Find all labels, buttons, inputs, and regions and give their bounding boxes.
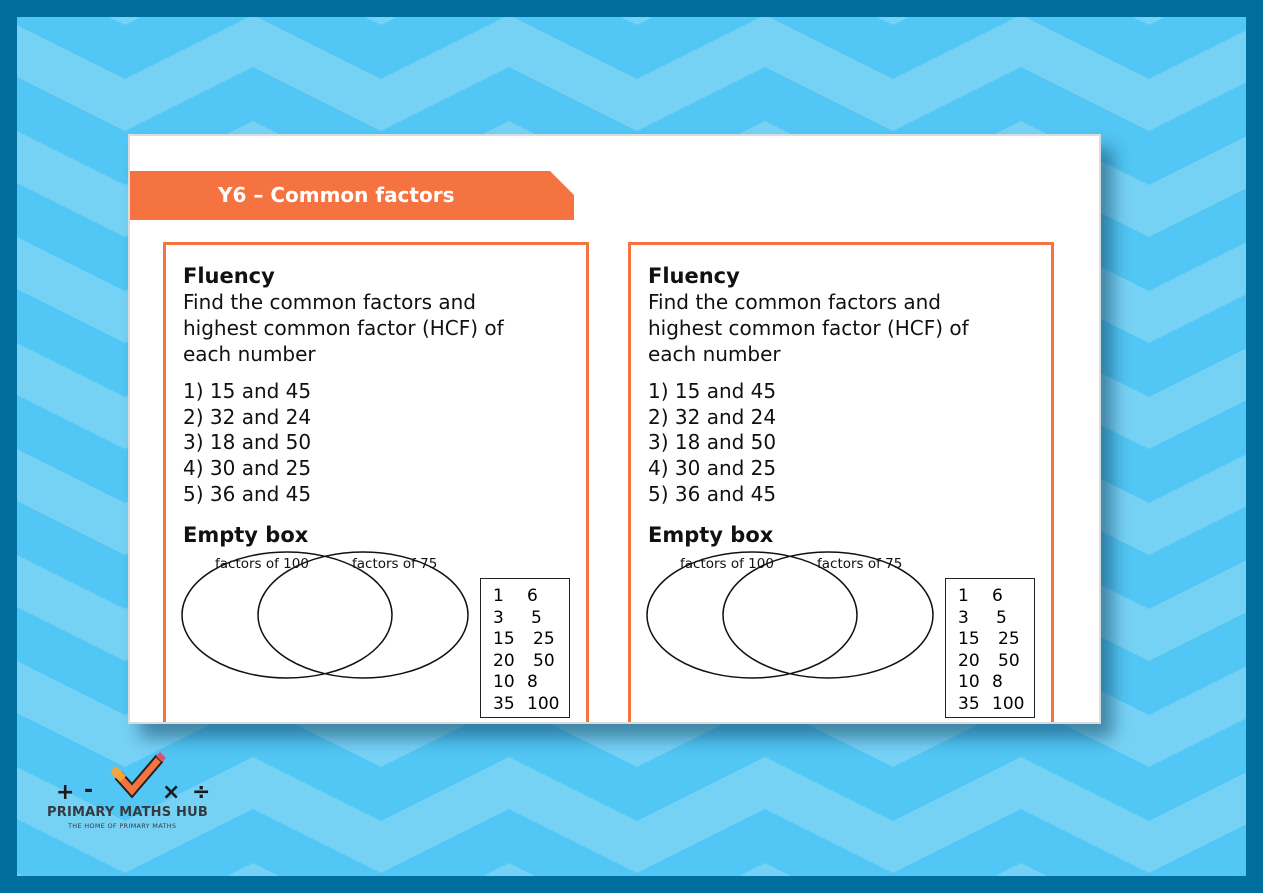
number: 6: [527, 586, 538, 606]
instruction-line: Find the common factors and: [648, 290, 941, 314]
number: 100: [992, 693, 1025, 714]
number: 20: [493, 650, 515, 671]
question-item: 4) 30 and 25: [648, 456, 777, 481]
number: 3: [493, 607, 504, 628]
number: 8: [527, 672, 538, 692]
question-item: 5) 36 and 45: [648, 481, 777, 506]
number: 10: [493, 672, 515, 692]
venn-label-left: factors of 100: [215, 556, 309, 572]
instruction-line: Find the common factors and: [183, 290, 476, 314]
card-heading: Fluency: [648, 264, 740, 288]
number: 35: [493, 693, 515, 714]
number: 10: [958, 672, 980, 692]
number: 3: [958, 607, 969, 628]
question-card-right: Fluency Find the common factors and high…: [628, 242, 1054, 722]
minus-icon: -: [84, 778, 93, 803]
venn-diagram: [646, 551, 934, 679]
instruction-line: each number: [183, 342, 316, 366]
question-item: 3) 18 and 50: [648, 430, 777, 455]
number: 50: [998, 650, 1020, 671]
number: 25: [998, 629, 1020, 649]
worksheet-title: Y6 – Common factors: [130, 171, 574, 220]
divide-icon: ÷: [192, 780, 210, 805]
pencil-check-icon: [110, 752, 166, 799]
number: 100: [527, 693, 560, 714]
number: 15: [493, 629, 515, 649]
number: 50: [533, 650, 555, 671]
question-item: 1) 15 and 45: [648, 379, 777, 403]
question-item: 5) 36 and 45: [183, 481, 312, 506]
number: 8: [992, 672, 1003, 692]
number: 1: [958, 586, 969, 606]
primary-maths-hub-logo: + - × ÷: [56, 752, 210, 805]
number: 1: [493, 586, 504, 606]
logo-tagline: THE HOME OF PRIMARY MATHS: [68, 822, 177, 830]
number: 5: [996, 607, 1007, 628]
number: 20: [958, 650, 980, 671]
question-item: 4) 30 and 25: [183, 456, 312, 481]
question-item: 1) 15 and 45: [183, 379, 312, 403]
number: 15: [958, 629, 980, 649]
question-card-left: Fluency Find the common factors and high…: [163, 242, 589, 722]
number: 5: [531, 607, 542, 628]
question-item: 2) 32 and 24: [183, 404, 312, 429]
section-heading: Empty box: [183, 522, 309, 547]
instruction-line: highest common factor (HCF) of: [183, 316, 504, 340]
logo-title: PRIMARY MATHS HUB: [47, 805, 208, 820]
number: 6: [992, 586, 1003, 606]
venn-diagram: [181, 551, 469, 679]
plus-icon: +: [56, 780, 74, 805]
card-heading: Fluency: [183, 264, 275, 288]
question-item: 2) 32 and 24: [648, 404, 777, 429]
section-heading: Empty box: [648, 522, 774, 547]
venn-label-left: factors of 100: [680, 556, 774, 572]
multiply-icon: ×: [162, 780, 180, 805]
worksheet-preview: Y6 – Common factors Fluency Find the com…: [128, 134, 1101, 724]
number: 35: [958, 693, 980, 714]
number: 25: [533, 629, 555, 649]
instruction-line: highest common factor (HCF) of: [648, 316, 969, 340]
instruction-line: each number: [648, 342, 781, 366]
question-item: 3) 18 and 50: [183, 430, 312, 455]
